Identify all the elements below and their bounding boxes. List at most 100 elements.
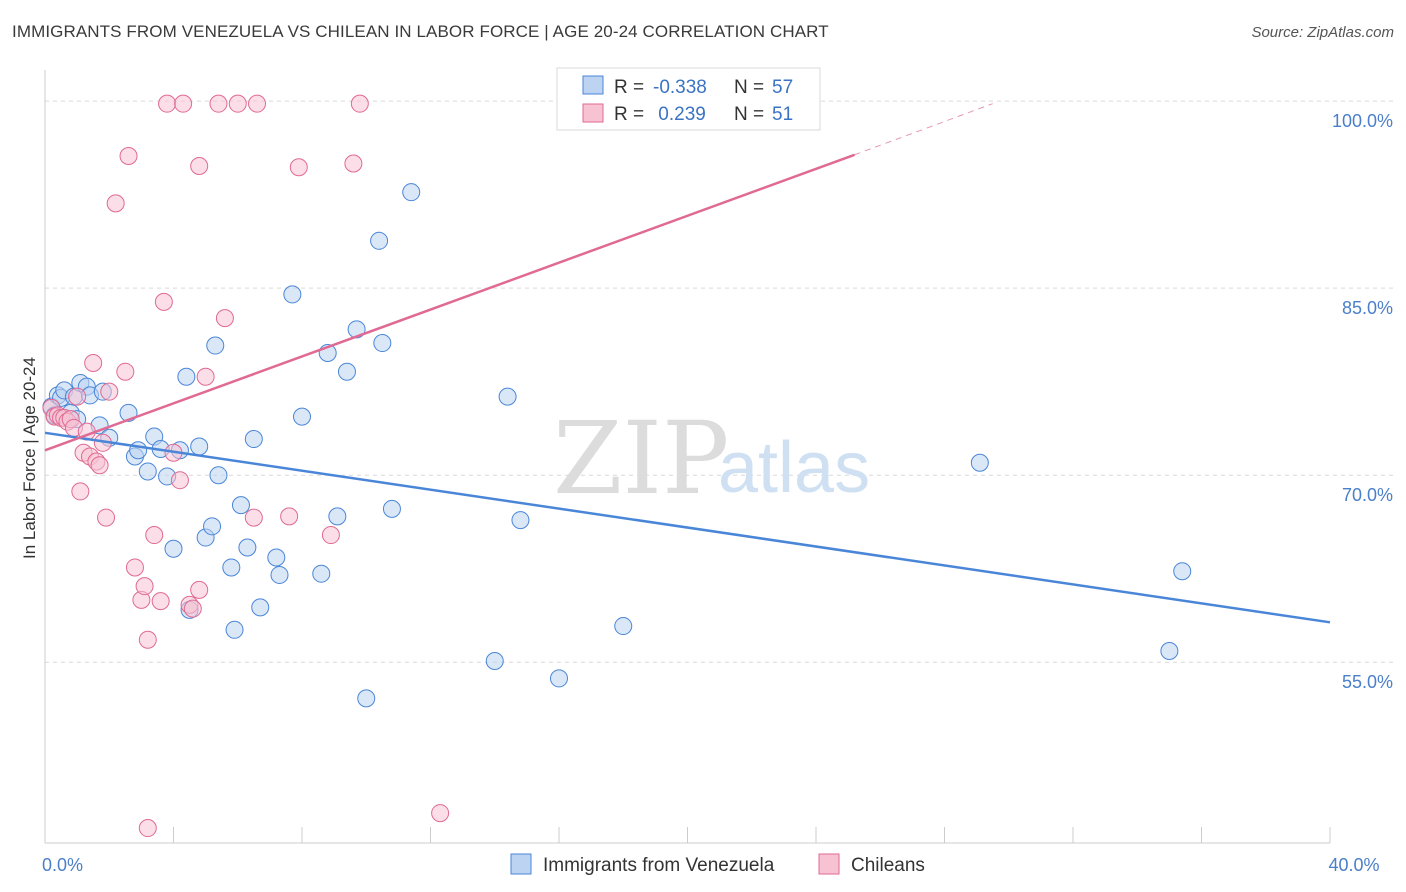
series-legend-swatch-chileans: [818, 853, 840, 875]
point-s0-40: [312, 564, 331, 583]
legend-r-value-1: 0.239: [653, 104, 706, 125]
trend-line-0: [44, 431, 1331, 624]
series-legend-swatch-venezuela: [510, 853, 532, 875]
point-s0-27: [203, 517, 222, 536]
point-s0-39: [293, 407, 311, 426]
point-s0-54: [614, 617, 633, 636]
point-s1-38: [209, 94, 228, 113]
point-s0-28: [206, 336, 225, 355]
legend-r-label-0: R =: [614, 77, 644, 98]
point-s0-55: [970, 453, 989, 472]
legend-n-label-1: N =: [734, 104, 764, 125]
point-s1-39: [215, 309, 234, 328]
point-s1-24: [135, 577, 154, 596]
point-s1-47: [350, 94, 369, 113]
legend-n-label-0: N =: [734, 77, 764, 98]
y-tick-label-1: 85.0%: [1342, 298, 1393, 318]
legend-n-value-0: 57: [772, 77, 793, 98]
point-s0-29: [209, 466, 228, 485]
point-s1-26: [145, 526, 164, 545]
point-s1-35: [190, 580, 209, 599]
y-tick-label-0: 100.0%: [1332, 111, 1393, 131]
point-s1-44: [289, 158, 308, 177]
axes: [44, 70, 1331, 844]
point-s0-43: [337, 362, 356, 381]
x-tick-label-1: 40.0%: [1328, 855, 1379, 875]
point-s0-33: [238, 538, 257, 557]
legend-swatch-venezuela: [582, 75, 604, 95]
point-s1-25: [138, 630, 157, 649]
chart-source: Source: ZipAtlas.com: [1251, 24, 1394, 41]
y-axis-label: In Labor Force | Age 20-24: [20, 357, 39, 559]
point-s1-31: [170, 471, 189, 490]
trend-line-1: [44, 153, 855, 452]
chart-title: IMMIGRANTS FROM VENEZUELA VS CHILEAN IN …: [12, 22, 829, 41]
legend-r-value-0: -0.338: [653, 77, 707, 98]
watermark-zip: ZIP: [553, 400, 729, 517]
point-s0-30: [222, 558, 241, 577]
point-s0-23: [177, 367, 196, 386]
point-s0-25: [190, 437, 209, 456]
x-tick-labels: 0.0% 40.0%: [42, 855, 1380, 875]
point-s0-35: [251, 598, 270, 617]
point-s0-51: [498, 387, 517, 406]
point-s1-32: [174, 94, 193, 113]
point-s0-17: [138, 462, 157, 481]
point-s1-40: [228, 94, 247, 113]
data-points: [42, 93, 1192, 838]
point-s1-27: [151, 592, 170, 611]
point-s1-22: [125, 558, 144, 577]
point-s1-43: [280, 507, 299, 526]
point-s1-13: [84, 353, 103, 372]
point-s0-47: [373, 334, 392, 353]
point-s1-18: [100, 382, 119, 401]
correlation-legend: R = -0.338 N = 57 R = 0.239 N = 51: [556, 67, 821, 131]
point-s1-36: [190, 157, 209, 176]
point-s0-36: [267, 548, 286, 567]
point-s0-32: [231, 496, 250, 515]
point-s1-21: [119, 147, 138, 166]
point-s0-37: [270, 565, 289, 584]
y-tick-labels: 100.0% 85.0% 70.0% 55.0%: [1332, 111, 1393, 692]
point-s1-17: [97, 508, 116, 527]
point-s1-42: [248, 94, 267, 113]
point-s0-38: [283, 285, 302, 304]
point-s1-20: [116, 362, 135, 381]
point-s1-9: [71, 482, 90, 501]
point-s1-48: [138, 819, 157, 838]
legend-swatch-chileans: [582, 103, 604, 123]
legend-r-label-1: R =: [614, 104, 644, 125]
grid-lines: [45, 100, 1395, 663]
series-legend-label-chileans: Chileans: [851, 855, 925, 876]
y-tick-label-2: 70.0%: [1342, 485, 1393, 505]
watermark-atlas: atlas: [718, 428, 870, 508]
point-s0-46: [370, 231, 389, 250]
point-s1-45: [321, 526, 340, 545]
series-legend: Immigrants from Venezuela Chileans: [510, 853, 925, 876]
point-s1-15: [90, 456, 109, 475]
series-legend-label-venezuela: Immigrants from Venezuela: [543, 855, 775, 876]
point-s1-41: [244, 508, 263, 527]
point-s0-21: [164, 539, 183, 558]
trend-lines: [44, 103, 1331, 624]
point-s0-48: [382, 499, 401, 518]
point-s1-37: [196, 367, 215, 386]
point-s0-31: [225, 620, 244, 639]
y-tick-label-3: 55.0%: [1342, 672, 1393, 692]
point-s0-50: [485, 651, 504, 670]
point-s1-49: [431, 804, 450, 823]
point-s0-45: [357, 689, 376, 708]
point-s0-34: [244, 430, 263, 449]
point-s1-8: [68, 387, 87, 406]
point-s0-52: [511, 511, 530, 530]
point-s0-53: [550, 669, 568, 688]
point-s1-19: [106, 194, 125, 213]
point-s0-16: [129, 441, 148, 460]
x-tick-label-0: 0.0%: [42, 855, 83, 875]
point-s0-49: [402, 183, 421, 202]
legend-n-value-1: 51: [772, 104, 793, 125]
point-s0-57: [1160, 641, 1179, 660]
point-s0-42: [328, 507, 347, 526]
point-s1-29: [158, 94, 177, 113]
